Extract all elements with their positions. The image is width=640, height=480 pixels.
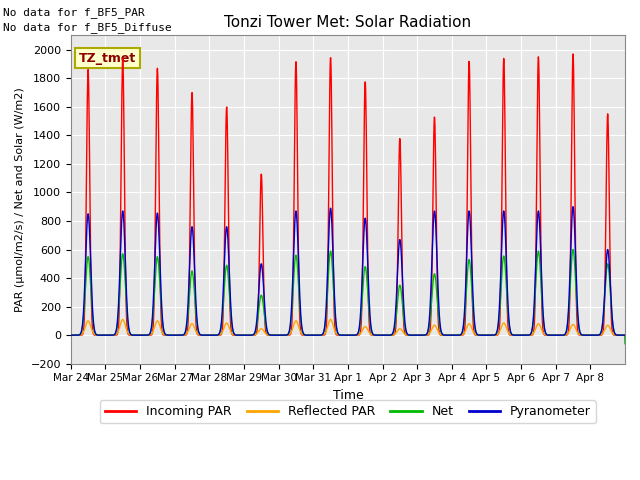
Legend: Incoming PAR, Reflected PAR, Net, Pyranometer: Incoming PAR, Reflected PAR, Net, Pyrano… [100,400,596,423]
Text: TZ_tmet: TZ_tmet [79,52,136,65]
Text: No data for f_BF5_PAR: No data for f_BF5_PAR [3,7,145,18]
Y-axis label: PAR (μmol/m2/s) / Net and Solar (W/m2): PAR (μmol/m2/s) / Net and Solar (W/m2) [15,87,25,312]
Title: Tonzi Tower Met: Solar Radiation: Tonzi Tower Met: Solar Radiation [225,15,472,30]
Text: No data for f_BF5_Diffuse: No data for f_BF5_Diffuse [3,22,172,33]
X-axis label: Time: Time [333,389,364,402]
